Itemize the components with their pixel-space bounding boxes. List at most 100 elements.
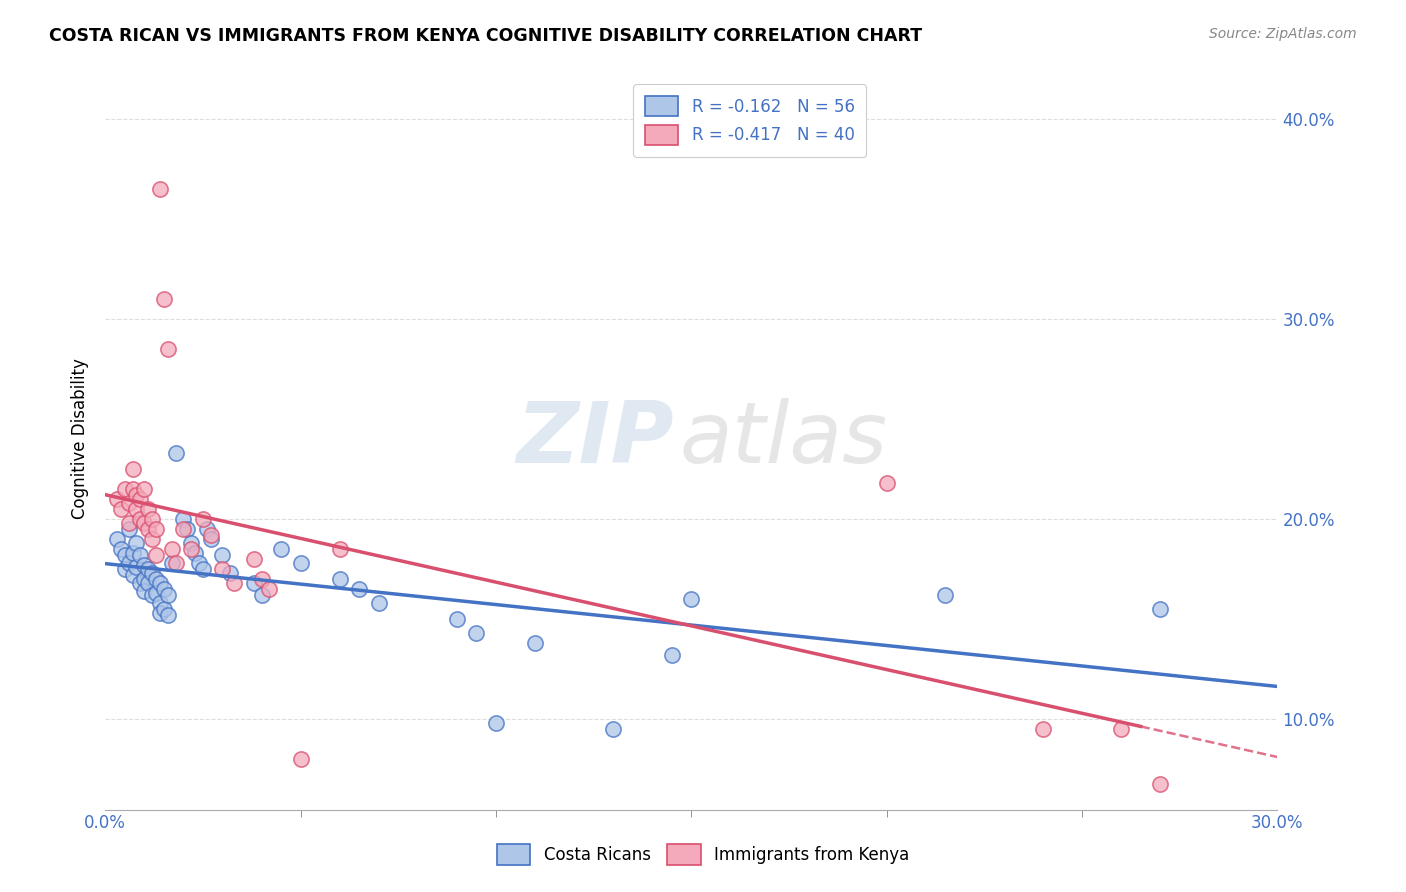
Point bbox=[149, 182, 172, 196]
Text: Source: ZipAtlas.com: Source: ZipAtlas.com bbox=[1209, 27, 1357, 41]
Point bbox=[153, 602, 176, 616]
Point bbox=[250, 572, 273, 586]
Legend: Costa Ricans, Immigrants from Kenya: Costa Ricans, Immigrants from Kenya bbox=[486, 834, 920, 875]
Text: atlas: atlas bbox=[679, 398, 887, 481]
Point bbox=[200, 532, 222, 546]
Point bbox=[184, 546, 207, 560]
Point bbox=[156, 608, 179, 623]
Point bbox=[156, 342, 179, 356]
Point bbox=[129, 512, 152, 526]
Point bbox=[134, 572, 156, 586]
Point bbox=[129, 492, 152, 507]
Point bbox=[134, 584, 156, 599]
Point bbox=[121, 568, 143, 582]
Point bbox=[165, 446, 187, 460]
Point bbox=[172, 512, 194, 526]
Point bbox=[259, 582, 281, 597]
Point bbox=[160, 542, 183, 557]
Point bbox=[136, 502, 159, 516]
Point bbox=[156, 588, 179, 602]
Point bbox=[141, 512, 163, 526]
Point bbox=[160, 556, 183, 570]
Point bbox=[367, 596, 389, 610]
Legend: R = -0.162   N = 56, R = -0.417   N = 40: R = -0.162 N = 56, R = -0.417 N = 40 bbox=[634, 84, 866, 157]
Point bbox=[105, 492, 128, 507]
Point bbox=[141, 566, 163, 581]
Point bbox=[219, 566, 242, 581]
Point bbox=[141, 532, 163, 546]
Point bbox=[681, 592, 703, 607]
Point bbox=[141, 588, 163, 602]
Point bbox=[485, 716, 508, 731]
Point bbox=[211, 562, 233, 576]
Point bbox=[465, 626, 488, 640]
Point bbox=[524, 636, 547, 650]
Point bbox=[118, 516, 141, 530]
Point bbox=[329, 542, 352, 557]
Point bbox=[191, 512, 214, 526]
Point bbox=[250, 588, 273, 602]
Point bbox=[200, 528, 222, 542]
Point bbox=[180, 542, 202, 557]
Point bbox=[1109, 723, 1132, 737]
Point bbox=[134, 516, 156, 530]
Point bbox=[149, 607, 172, 621]
Point bbox=[446, 612, 468, 626]
Point bbox=[118, 496, 141, 510]
Point bbox=[149, 576, 172, 591]
Point bbox=[195, 522, 218, 536]
Point bbox=[121, 482, 143, 496]
Point bbox=[191, 562, 214, 576]
Point bbox=[242, 576, 264, 591]
Point bbox=[136, 562, 159, 576]
Point bbox=[118, 556, 141, 570]
Point bbox=[125, 502, 148, 516]
Point bbox=[188, 556, 211, 570]
Point bbox=[125, 560, 148, 574]
Point bbox=[105, 532, 128, 546]
Point bbox=[661, 648, 683, 663]
Point bbox=[134, 558, 156, 573]
Point bbox=[145, 522, 167, 536]
Point bbox=[121, 462, 143, 476]
Text: COSTA RICAN VS IMMIGRANTS FROM KENYA COGNITIVE DISABILITY CORRELATION CHART: COSTA RICAN VS IMMIGRANTS FROM KENYA COG… bbox=[49, 27, 922, 45]
Point bbox=[110, 502, 132, 516]
Point bbox=[114, 562, 136, 576]
Point bbox=[165, 556, 187, 570]
Text: ZIP: ZIP bbox=[516, 398, 673, 481]
Point bbox=[1149, 776, 1171, 790]
Point bbox=[110, 542, 132, 557]
Point bbox=[934, 588, 956, 602]
Point bbox=[211, 548, 233, 562]
Point bbox=[136, 576, 159, 591]
Point bbox=[876, 476, 898, 491]
Point bbox=[134, 482, 156, 496]
Point bbox=[347, 582, 370, 597]
Point bbox=[153, 292, 176, 306]
Point bbox=[118, 522, 141, 536]
Point bbox=[290, 752, 312, 766]
Point bbox=[270, 542, 292, 557]
Point bbox=[114, 548, 136, 562]
Point bbox=[136, 522, 159, 536]
Point bbox=[153, 582, 176, 597]
Point bbox=[129, 548, 152, 562]
Point bbox=[145, 548, 167, 562]
Point bbox=[290, 556, 312, 570]
Point bbox=[329, 572, 352, 586]
Point bbox=[121, 546, 143, 560]
Point bbox=[242, 552, 264, 566]
Point bbox=[180, 536, 202, 550]
Point bbox=[1032, 723, 1054, 737]
Y-axis label: Cognitive Disability: Cognitive Disability bbox=[72, 359, 89, 519]
Point bbox=[114, 482, 136, 496]
Point bbox=[145, 586, 167, 600]
Point bbox=[125, 536, 148, 550]
Point bbox=[129, 576, 152, 591]
Point bbox=[145, 572, 167, 586]
Point bbox=[224, 576, 246, 591]
Point bbox=[125, 488, 148, 502]
Point bbox=[1149, 602, 1171, 616]
Point bbox=[149, 596, 172, 610]
Point bbox=[172, 522, 194, 536]
